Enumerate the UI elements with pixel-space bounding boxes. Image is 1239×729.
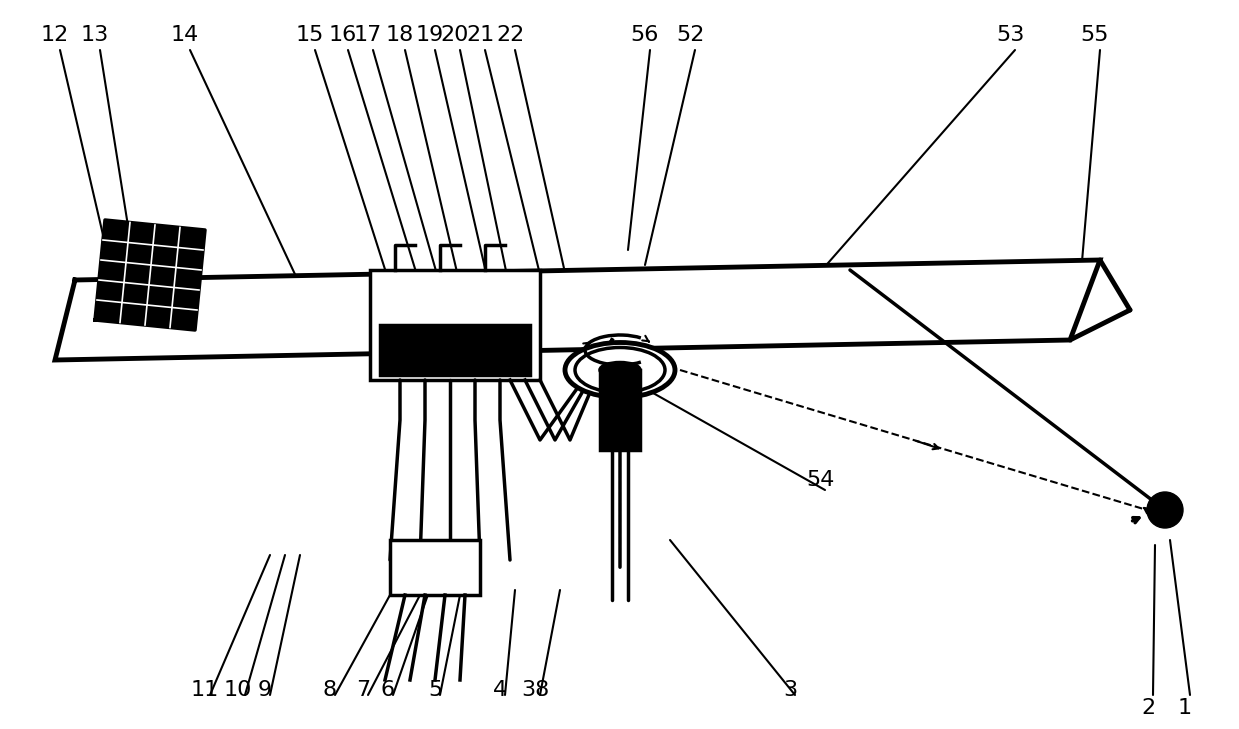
Polygon shape	[55, 260, 1100, 360]
Text: 19: 19	[416, 25, 444, 45]
Bar	[380, 325, 530, 375]
Text: 2: 2	[1141, 698, 1155, 718]
Text: 3: 3	[783, 680, 797, 700]
Ellipse shape	[600, 362, 641, 378]
Text: 4: 4	[493, 680, 507, 700]
Text: 17: 17	[354, 25, 382, 45]
Ellipse shape	[565, 343, 675, 397]
Bar	[370, 270, 540, 380]
Text: 1: 1	[1178, 698, 1192, 718]
Text: 6: 6	[380, 680, 395, 700]
Text: 8: 8	[323, 680, 337, 700]
Text: 20: 20	[441, 25, 470, 45]
Text: 21: 21	[466, 25, 494, 45]
Text: 12: 12	[41, 25, 69, 45]
Text: 15: 15	[296, 25, 325, 45]
Text: 5: 5	[427, 680, 442, 700]
Text: 9: 9	[258, 680, 273, 700]
Polygon shape	[95, 220, 204, 330]
Text: 13: 13	[81, 25, 109, 45]
Text: 14: 14	[171, 25, 199, 45]
Text: 53: 53	[996, 25, 1025, 45]
Text: 22: 22	[496, 25, 524, 45]
Text: 52: 52	[675, 25, 704, 45]
Text: 56: 56	[631, 25, 659, 45]
Circle shape	[1147, 492, 1183, 528]
Text: 11: 11	[191, 680, 219, 700]
Text: 54: 54	[805, 470, 834, 490]
Text: 10: 10	[224, 680, 253, 700]
Text: 18: 18	[385, 25, 414, 45]
Text: 16: 16	[328, 25, 357, 45]
Text: 7: 7	[356, 680, 370, 700]
Text: 55: 55	[1080, 25, 1109, 45]
Bar	[390, 540, 479, 595]
Text: 38: 38	[520, 680, 549, 700]
Bar	[600, 370, 641, 450]
Ellipse shape	[575, 348, 665, 392]
